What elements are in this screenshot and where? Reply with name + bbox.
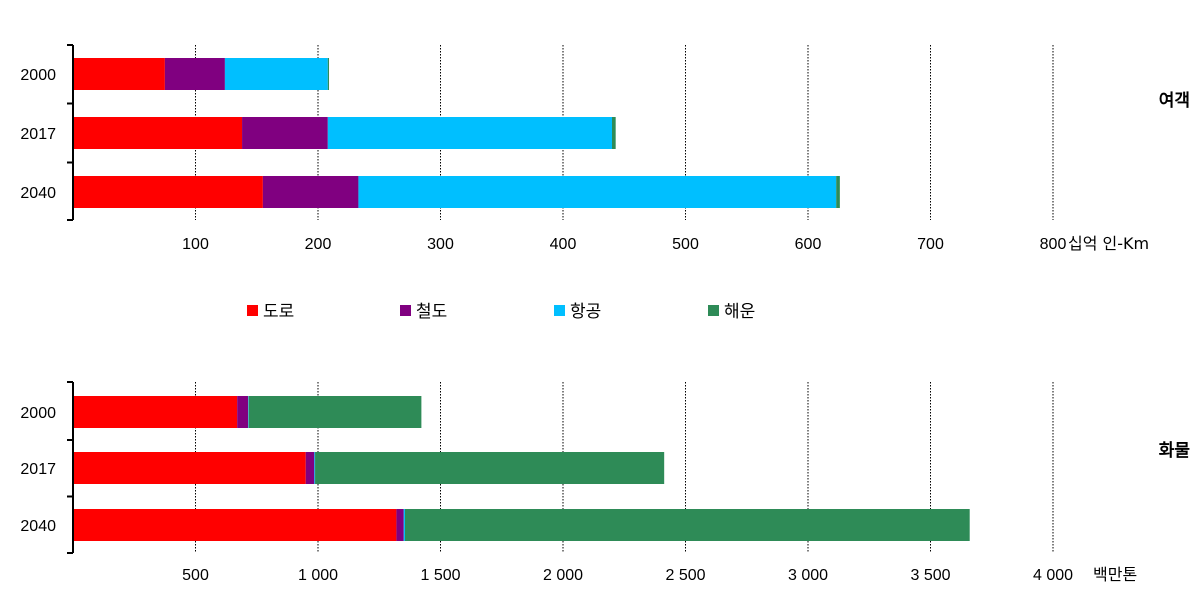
bar-segment: [396, 509, 404, 541]
x-tick-label: 2 000: [543, 567, 583, 584]
bar-segment: [327, 117, 612, 149]
legend-label: 철도: [416, 302, 447, 322]
x-tick-label: 300: [427, 236, 454, 253]
y-category-label: 2040: [20, 518, 56, 535]
x-tick-label: 3 500: [910, 567, 950, 584]
bar-segment: [314, 452, 316, 484]
x-tick-label: 200: [305, 236, 332, 253]
panel-label: 화물: [1159, 441, 1191, 461]
legend-swatch: [247, 305, 258, 316]
x-tick-label: 1 000: [298, 567, 338, 584]
bar-segment: [403, 509, 405, 541]
x-tick-label: 500: [672, 236, 699, 253]
x-tick-label: 600: [795, 236, 822, 253]
y-category-label: 2017: [20, 461, 56, 478]
y-category-label: 2000: [20, 405, 56, 422]
bar-segment: [73, 396, 238, 428]
unit-label: 십억 인-Km: [1068, 234, 1149, 253]
panel-freight: [67, 381, 1054, 554]
bar-segment: [73, 117, 243, 149]
x-tick-label: 4 000: [1033, 567, 1073, 584]
bar-segment: [73, 176, 263, 208]
bar-segment: [237, 396, 249, 428]
y-category-label: 2017: [20, 126, 56, 143]
x-tick-label: 500: [182, 567, 209, 584]
legend-label: 해운: [724, 302, 755, 322]
x-tick-label: 400: [550, 236, 577, 253]
bar-segment: [224, 58, 328, 90]
legend-swatch: [554, 305, 565, 316]
legend-label: 도로: [263, 302, 294, 322]
x-tick-label: 100: [182, 236, 209, 253]
bar-segment: [73, 509, 397, 541]
bar-segment: [73, 58, 165, 90]
x-tick-label: 1 500: [420, 567, 460, 584]
x-tick-label: 800: [1040, 236, 1067, 253]
bar-segment: [262, 176, 359, 208]
bar-segment: [305, 452, 315, 484]
bar-segment: [248, 396, 422, 428]
legend-label: 항공: [570, 302, 601, 322]
bar-segment: [404, 509, 970, 541]
bar-segment: [327, 58, 330, 90]
panel-label: 여객: [1159, 91, 1190, 111]
x-tick-label: 3 000: [788, 567, 828, 584]
bar-segment: [315, 452, 665, 484]
legend-swatch: [400, 305, 411, 316]
x-tick-label: 700: [917, 236, 944, 253]
y-category-label: 2000: [20, 67, 56, 84]
bar-segment: [358, 176, 837, 208]
bar-segment: [836, 176, 840, 208]
panel-passenger: [67, 44, 1054, 221]
bar-segment: [73, 452, 306, 484]
y-category-label: 2040: [20, 185, 56, 202]
legend-swatch: [708, 305, 719, 316]
unit-label: 백만톤: [1093, 565, 1137, 584]
bar-segment: [242, 117, 328, 149]
bar-segment: [612, 117, 616, 149]
x-tick-label: 2 500: [665, 567, 705, 584]
bar-segment: [164, 58, 225, 90]
